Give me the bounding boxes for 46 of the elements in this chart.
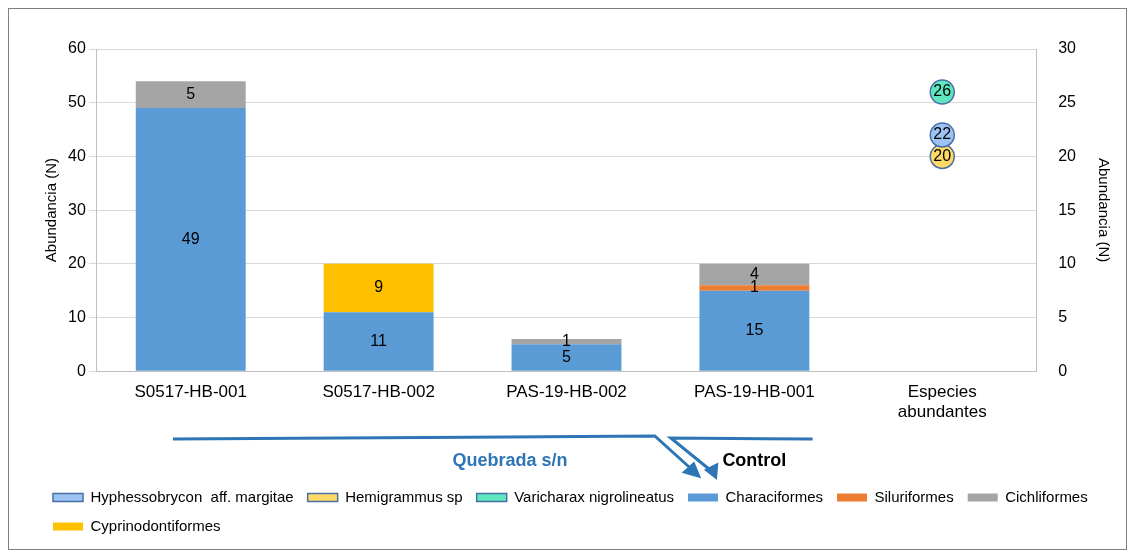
data-label: 26 <box>933 82 952 100</box>
y-tick-label: 40 <box>68 146 86 164</box>
legend-label: Cyprinodontiformes <box>90 516 221 534</box>
data-label: 22 <box>933 125 952 143</box>
data-label: 5 <box>186 85 196 103</box>
x-tick-label: Especies abundantes <box>897 382 987 422</box>
y2-tick-label: 10 <box>1058 254 1077 272</box>
legend-label: Hyphessobrycon aff. margitae <box>90 487 294 505</box>
bar <box>323 263 434 313</box>
data-label: 15 <box>745 321 764 339</box>
y2-tick-label: 5 <box>1058 307 1068 325</box>
y2-axis-title: Abundancia (N) <box>1095 157 1113 263</box>
data-label: 9 <box>374 278 384 296</box>
bar <box>135 81 246 109</box>
y-axis-title: Abundancia (N) <box>42 157 60 263</box>
y2-tick-label: 15 <box>1058 200 1077 218</box>
x-tick-label: PAS-19-HB-001 <box>694 382 815 402</box>
y-tick-label: 60 <box>68 39 86 57</box>
y2-tick-label: 25 <box>1058 93 1077 111</box>
bar <box>323 312 434 371</box>
y-tick-label: 20 <box>68 254 86 272</box>
text: Control <box>722 450 787 471</box>
data-label: 1 <box>562 332 572 350</box>
y-tick-label: 10 <box>68 307 86 325</box>
legend-label: Cichliformes <box>1005 487 1088 505</box>
legend-label: Hemigrammus sp <box>345 487 463 505</box>
text: Quebrada s/n <box>452 450 568 471</box>
data-label: 20 <box>933 146 952 164</box>
x-tick-label: S0517-HB-002 <box>322 382 435 402</box>
legend-label: Characiformes <box>725 487 824 505</box>
y2-tick-label: 30 <box>1058 39 1077 57</box>
bar <box>135 108 246 371</box>
data-label: 11 <box>370 331 388 349</box>
x-tick-label: S0517-HB-001 <box>134 382 247 402</box>
bar <box>511 344 622 371</box>
data-label: 5 <box>562 347 572 365</box>
y2-tick-label: 20 <box>1058 146 1077 164</box>
x-tick-label: PAS-19-HB-002 <box>506 382 627 402</box>
legend-label: Siluriformes <box>874 487 954 505</box>
data-label: 49 <box>181 229 200 247</box>
bar <box>699 290 810 371</box>
legend-label: Varicharax nigrolineatus <box>514 487 674 505</box>
y-tick-label: 50 <box>68 93 86 111</box>
y2-tick-label: 0 <box>1058 361 1068 379</box>
y-tick-label: 30 <box>68 200 86 218</box>
y-tick-label: 0 <box>76 361 86 379</box>
